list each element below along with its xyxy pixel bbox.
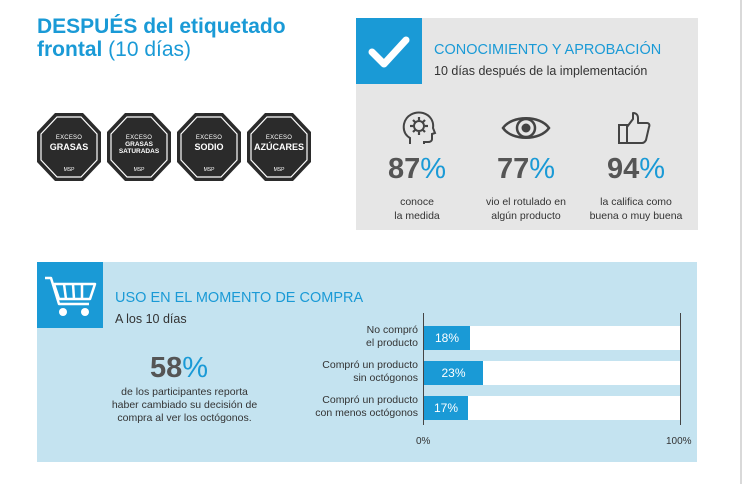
big-stat-description: de los participantes reporta haber cambi… — [111, 386, 258, 424]
bar — [424, 361, 483, 385]
axis-line-100 — [680, 313, 681, 425]
stat-description: vio el rotulado en algún producto — [486, 196, 566, 222]
stat-value: 77% — [496, 153, 556, 185]
tick-label-0: 0% — [416, 436, 431, 447]
bar-track: 23% — [424, 361, 680, 385]
stat-value: 94% — [606, 153, 666, 185]
bar-track: 18% — [424, 326, 680, 350]
seal-mark-text: MSP — [63, 167, 75, 173]
checkmark-badge — [356, 18, 422, 84]
bar-value-label: 17% — [433, 401, 459, 415]
checkmark-icon — [368, 36, 410, 68]
seal-mark-text: MSP — [273, 167, 285, 173]
tick-label-100: 100% — [666, 436, 692, 447]
seal-top-text: EXCESO — [195, 135, 223, 141]
seal-octagon: EXCESO AZÚCARES MSP — [246, 112, 312, 182]
seal-mark-text: MSP — [203, 167, 215, 173]
bar-category-label: Compró un producto sin octógonos — [322, 359, 418, 384]
seal-top-text: EXCESO — [265, 135, 293, 141]
stat-description: la califica como buena o muy buena — [589, 196, 683, 222]
seal-mark-text: MSP — [133, 167, 145, 173]
seal-octagon: EXCESO SODIO MSP — [176, 112, 242, 182]
seal-top-text: EXCESO — [125, 135, 153, 141]
seal-octagon: EXCESO GRASAS SATURADAS MSP — [106, 112, 172, 182]
bar-category-label: Compró un producto con menos octógonos — [315, 394, 418, 419]
bar-value-label: 18% — [434, 331, 460, 345]
bar-track: 17% — [424, 396, 680, 420]
stat-value: 87% — [387, 153, 447, 185]
stat-description: conoce la medida — [394, 196, 440, 222]
page-title: DESPUÉS del etiquetado frontal (10 días) — [37, 15, 286, 61]
knowledge-subheading: 10 días después de la implementación — [434, 64, 648, 78]
bar — [424, 396, 468, 420]
head-gear-icon — [398, 108, 438, 153]
thumbs-up-icon — [616, 110, 652, 151]
big-stat: 58% — [150, 352, 209, 384]
purchase-heading: USO EN EL MOMENTO DE COMPRA — [115, 290, 364, 306]
seal-main-text: GRASAS — [49, 142, 89, 152]
bar-category-label: No compró el producto — [366, 324, 418, 349]
seal-main-text: SODIO — [194, 142, 224, 152]
purchase-subheading: A los 10 días — [115, 312, 187, 326]
seal-top-text: EXCESO — [55, 135, 83, 141]
knowledge-heading: CONOCIMIENTO Y APROBACIÓN — [434, 42, 662, 58]
cart-badge — [37, 262, 103, 328]
page-edge-line — [740, 0, 742, 484]
seal-octagon: EXCESO GRASAS MSP — [36, 112, 102, 182]
axis-line-0 — [423, 313, 424, 425]
shopping-cart-icon — [45, 276, 97, 316]
bar — [424, 326, 470, 350]
eye-icon — [500, 112, 552, 149]
bar-value-label: 23% — [441, 366, 466, 380]
seal-main-text: GRASAS SATURADAS — [118, 141, 160, 155]
seal-main-text: AZÚCARES — [253, 142, 304, 152]
